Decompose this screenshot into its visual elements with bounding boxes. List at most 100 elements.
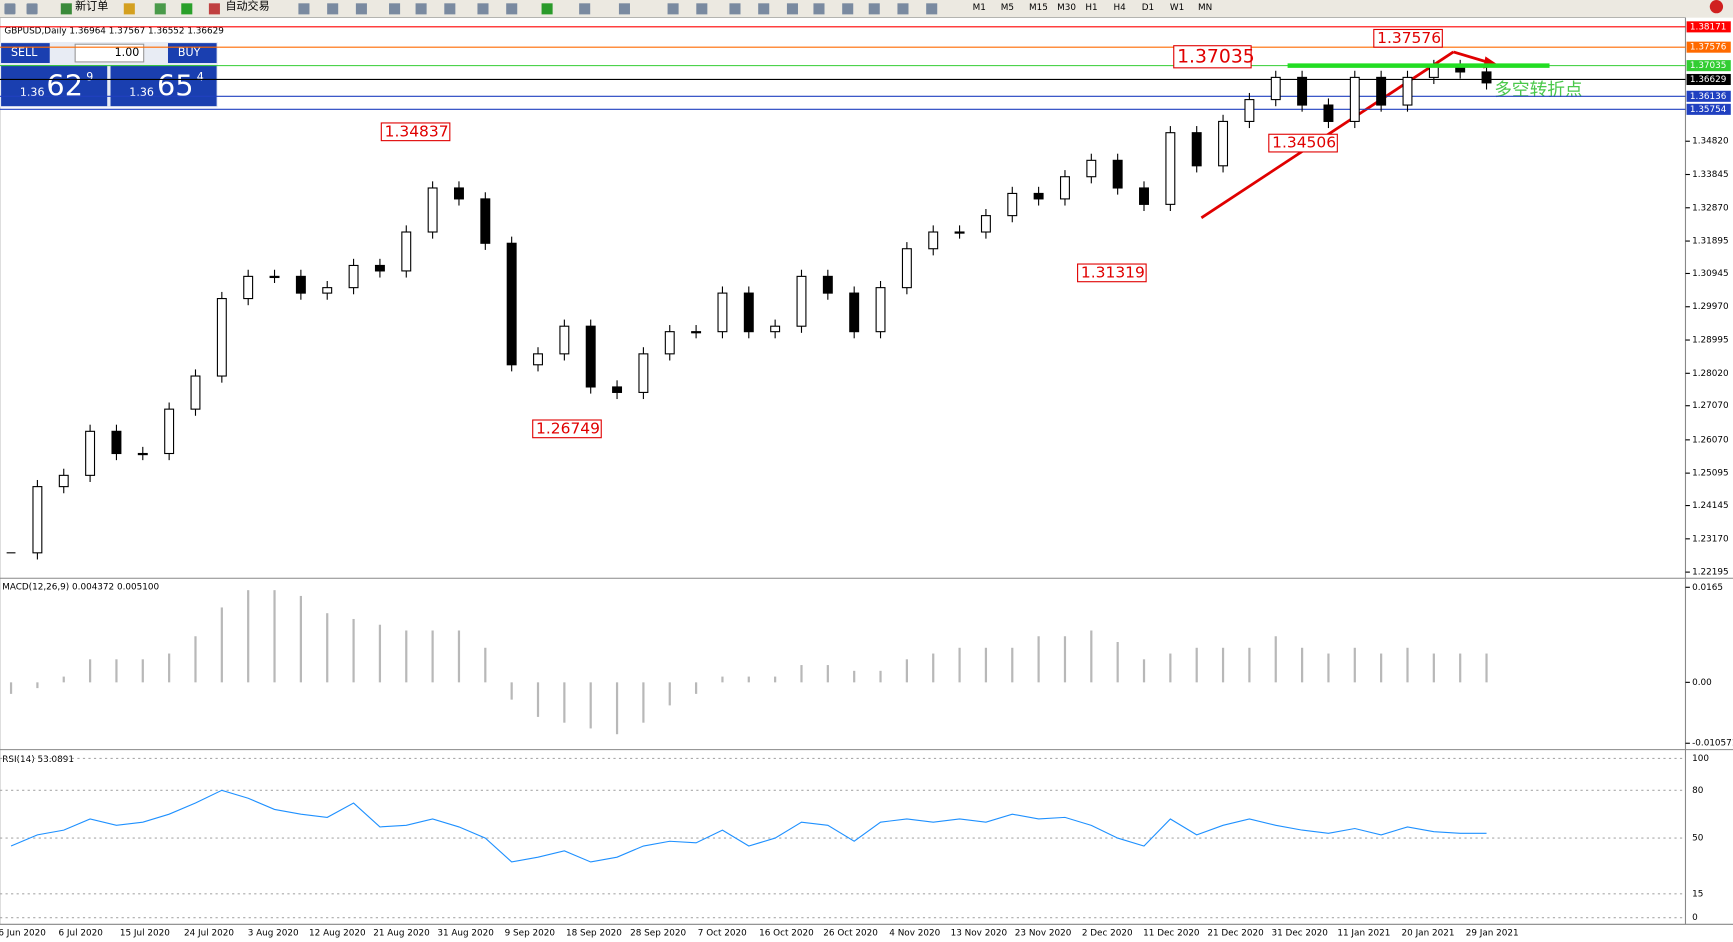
price-level-tag: [1686, 41, 1731, 53]
candle: [1112, 159, 1123, 189]
icon[interactable]: [389, 3, 401, 15]
candle: [216, 298, 227, 377]
candle: [1007, 192, 1018, 217]
price-tick-label: 1.28020: [1692, 369, 1729, 379]
candle: [1297, 76, 1308, 106]
icon[interactable]: [60, 3, 72, 15]
buy-price-box[interactable]: [110, 65, 217, 107]
candle: [585, 325, 596, 388]
icon[interactable]: [897, 3, 909, 15]
notification-badge[interactable]: [1709, 0, 1724, 14]
macd-bar: [615, 682, 619, 735]
date-label: 9 Sep 2020: [505, 929, 556, 939]
timeframe-button[interactable]: MN: [1198, 3, 1212, 13]
macd-bar: [536, 682, 540, 717]
icon[interactable]: [154, 3, 166, 15]
auto-trading-button[interactable]: 自动交易: [225, 0, 269, 13]
macd-bar: [747, 676, 750, 683]
icon[interactable]: [618, 3, 630, 15]
rsi-label: RSI(14) 53.0891: [2, 755, 74, 765]
sell-button[interactable]: [1, 43, 50, 64]
icon[interactable]: [327, 3, 339, 15]
icon[interactable]: [181, 3, 193, 15]
date-label: 11 Jan 2021: [1337, 929, 1390, 939]
price-tick-label: 1.34820: [1692, 137, 1729, 147]
icon[interactable]: [298, 3, 310, 15]
price-level-tag: [1686, 60, 1731, 72]
candle: [1349, 76, 1360, 122]
macd-tick-label: -0.010571: [1692, 739, 1733, 749]
icon[interactable]: [355, 3, 367, 15]
date-label: 12 Aug 2020: [309, 929, 366, 939]
macd-bar: [1011, 647, 1014, 683]
buy-big: 1.36: [129, 86, 154, 99]
macd-bar: [1063, 636, 1067, 683]
trade-panel: SELL BUY 1.00 1.36 62 9 1.36 65 4: [0, 42, 218, 108]
new-order-button[interactable]: 新订单: [75, 0, 108, 13]
candle: [954, 231, 965, 234]
icon[interactable]: [506, 3, 518, 15]
icon[interactable]: [415, 3, 427, 15]
icon[interactable]: [667, 3, 679, 15]
icon[interactable]: [208, 3, 220, 15]
date-label: 21 Dec 2020: [1207, 929, 1264, 939]
icon[interactable]: [813, 3, 825, 15]
icon[interactable]: [729, 3, 741, 15]
price-tick-label: 1.27070: [1692, 401, 1729, 411]
candle: [1244, 99, 1255, 122]
sell-price-box[interactable]: [1, 65, 108, 107]
timeframe-button[interactable]: H1: [1085, 3, 1097, 13]
macd-bar: [299, 595, 302, 683]
price-tick-label: 1.31895: [1692, 237, 1729, 247]
timeframe-button[interactable]: M5: [1001, 3, 1014, 13]
macd-bar: [853, 670, 856, 683]
buy-button[interactable]: [167, 43, 217, 64]
icon[interactable]: [541, 3, 553, 15]
rsi-line: [10, 789, 1487, 863]
price-tick-label: 1.23170: [1692, 534, 1729, 544]
candle: [691, 331, 702, 334]
date-label: 20 Jan 2021: [1402, 929, 1455, 939]
macd-bar: [431, 630, 434, 683]
annotation-box: [532, 419, 602, 439]
date-label: 15 Jul 2020: [120, 929, 170, 939]
icon[interactable]: [123, 3, 135, 15]
candle: [717, 292, 728, 333]
macd-bar: [932, 653, 935, 683]
candle: [770, 325, 781, 333]
timeframe-button[interactable]: M30: [1057, 3, 1076, 13]
icon[interactable]: [758, 3, 770, 15]
icon[interactable]: [926, 3, 938, 15]
macd-bar: [352, 618, 355, 683]
icon[interactable]: [26, 3, 38, 15]
icon[interactable]: [477, 3, 489, 15]
icon[interactable]: [579, 3, 591, 15]
timeframe-button[interactable]: M15: [1029, 3, 1048, 13]
buy-label: BUY: [178, 46, 201, 59]
date-label: 21 Aug 2020: [373, 929, 430, 939]
icon[interactable]: [868, 3, 880, 15]
icon[interactable]: [4, 3, 16, 15]
icon[interactable]: [444, 3, 456, 15]
price-tick-label: 1.26070: [1692, 435, 1729, 445]
macd-bar: [62, 676, 65, 683]
candle: [980, 215, 991, 233]
lots-input[interactable]: [74, 43, 145, 63]
date-label: 7 Oct 2020: [698, 929, 747, 939]
icon[interactable]: [842, 3, 854, 15]
timeframe-button[interactable]: D1: [1142, 3, 1154, 13]
macd-bar: [1248, 647, 1251, 683]
icon[interactable]: [696, 3, 708, 15]
macd-bar: [273, 590, 276, 683]
annotation-label: 1.31319: [1081, 263, 1145, 281]
candle: [1059, 176, 1070, 200]
timeframe-button[interactable]: H4: [1114, 3, 1127, 13]
timeframe-button[interactable]: W1: [1170, 3, 1184, 13]
macd-bar: [958, 647, 961, 683]
icon[interactable]: [786, 3, 798, 15]
macd-bar: [1432, 653, 1435, 683]
annotation-box: [1173, 45, 1252, 69]
timeframe-button[interactable]: M1: [973, 3, 986, 13]
macd-bar: [510, 682, 513, 700]
